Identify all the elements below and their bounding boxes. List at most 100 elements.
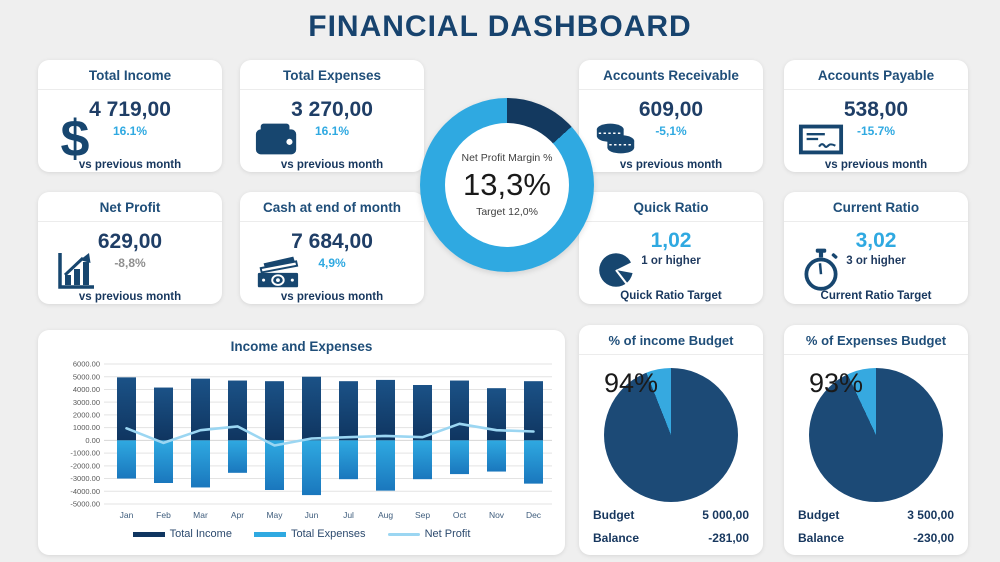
row-label: Balance [593, 531, 640, 545]
svg-text:-4000.00: -4000.00 [70, 487, 100, 496]
kpi-caption: vs previous month [280, 159, 384, 171]
legend-item: Net Profit [387, 528, 471, 540]
svg-text:Apr: Apr [231, 510, 244, 520]
card-title: Accounts Receivable [579, 60, 763, 90]
kpi-caption: vs previous month [619, 159, 723, 171]
svg-text:Dec: Dec [526, 510, 542, 520]
legend-line-swatch [387, 532, 420, 536]
svg-text:3000.00: 3000.00 [73, 398, 100, 407]
ratio-caption: Quick Ratio Target [620, 290, 722, 302]
stopwatch-icon [797, 246, 845, 294]
svg-text:Jan: Jan [120, 510, 134, 520]
donut-center-label: 93% [809, 368, 864, 398]
budget-row: Budget 5 000,00 [593, 508, 749, 522]
dashboard-title: FINANCIAL DASHBOARD [308, 10, 692, 43]
card-accounts-payable: Accounts Payable 538,00 -15.7% vs previo… [784, 60, 968, 172]
svg-text:Jul: Jul [343, 510, 354, 520]
ratio-value: 1,02 [650, 229, 692, 252]
row-value: -230,00 [913, 531, 954, 545]
row-label: Budget [593, 508, 635, 522]
wallet-icon [253, 115, 301, 163]
income-budget-panel: % of income Budget 94% Budget 5 000,00 B… [579, 325, 763, 555]
row-label: Balance [798, 531, 845, 545]
svg-text:Jun: Jun [305, 510, 319, 520]
card-net-profit: Net Profit 629,00 -8,8% vs previous mont… [38, 192, 222, 304]
kpi-delta: 16.1% [112, 124, 148, 138]
svg-text:Feb: Feb [156, 510, 171, 520]
card-total-expenses: Total Expenses 3 270,00 16.1% vs previou… [240, 60, 424, 172]
card-title: Net Profit [38, 192, 222, 222]
income-expenses-panel: Income and Expenses 6000.00 5000.00 4000.0… [38, 330, 565, 555]
legend-bar-swatch [132, 531, 165, 537]
card-title: Total Income [38, 60, 222, 90]
kpi-value: 609,00 [638, 98, 704, 121]
row-value: -281,00 [708, 531, 749, 545]
svg-text:Nov: Nov [489, 510, 505, 520]
expenses-budget-panel: % of Expenses Budget 93% Budget 3 500,00… [784, 325, 968, 555]
kpi-delta: 16.1% [314, 124, 350, 138]
banknotes-icon [253, 247, 301, 295]
ratio-threshold: 1 or higher [641, 255, 701, 267]
kpi-delta: -8,8% [114, 256, 146, 270]
legend-item: Total Income [132, 528, 232, 540]
kpi-caption: vs previous month [78, 159, 182, 171]
kpi-value: 629,00 [97, 230, 163, 253]
kpi-caption: vs previous month [280, 291, 384, 303]
svg-text:-2000.00: -2000.00 [70, 461, 100, 470]
budget-row: Budget 3 500,00 [798, 508, 954, 522]
svg-text:-5000.00: -5000.00 [70, 500, 100, 509]
balance-row: Balance -230,00 [798, 531, 954, 545]
card-accounts-receivable: Accounts Receivable 609,00 -5,1% vs prev… [579, 60, 763, 172]
panel-title: % of Expenses Budget [784, 325, 968, 355]
row-label: Budget [798, 508, 840, 522]
coins-icon [592, 115, 640, 163]
ratio-caption: Current Ratio Target [820, 290, 932, 302]
card-title: Total Expenses [240, 60, 424, 90]
gauge-value: 13,3% [463, 167, 551, 202]
kpi-delta: -5,1% [655, 124, 687, 138]
cheque-icon [797, 115, 845, 163]
gauge-label: Net Profit Margin % [461, 152, 553, 164]
kpi-delta: -15.7% [856, 124, 896, 138]
legend-label: Total Expenses [290, 528, 366, 540]
expenses-budget-donut: 93% [809, 368, 943, 502]
card-title: Current Ratio [784, 192, 968, 222]
card-title: Quick Ratio [579, 192, 763, 222]
kpi-value: 4 719,00 [89, 98, 171, 121]
svg-text:4000.00: 4000.00 [73, 385, 100, 394]
donut-center-label: 94% [604, 368, 659, 398]
balance-row: Balance -281,00 [593, 531, 749, 545]
ratio-value: 3,02 [855, 229, 897, 252]
svg-text:Sep: Sep [415, 510, 430, 520]
svg-text:5000.00: 5000.00 [73, 372, 100, 381]
svg-text:1000.00: 1000.00 [73, 423, 100, 432]
income-expenses-svg: 6000.00 5000.00 4000.00 3000.00 2000.00 1000.… [70, 360, 552, 520]
svg-text:Mar: Mar [193, 510, 208, 520]
svg-text:2000.00: 2000.00 [73, 411, 100, 420]
legend-bar-swatch [253, 531, 286, 537]
legend-item: Total Expenses [253, 528, 366, 540]
legend-label: Total Income [169, 528, 232, 540]
svg-text:6000.00: 6000.00 [73, 360, 100, 369]
gauge-target: Target 12,0% [476, 206, 538, 218]
ratio-threshold: 3 or higher [846, 255, 906, 267]
card-cash-end-of-month: Cash at end of month 7 684,00 4,9% vs pr… [240, 192, 424, 304]
card-total-income: Total Income $ 4 719,00 16.1% vs previou… [38, 60, 222, 172]
svg-text:Oct: Oct [453, 510, 467, 520]
bar-chart-increase-icon [51, 247, 99, 295]
card-quick-ratio: Quick Ratio 1,02 1 or higher Quick Ratio… [579, 192, 763, 304]
kpi-caption: vs previous month [78, 291, 182, 303]
svg-text:May: May [266, 510, 283, 520]
income-budget-donut: 94% [604, 368, 738, 502]
dollar-icon: $ [60, 110, 90, 168]
row-value: 3 500,00 [907, 508, 954, 522]
kpi-value: 538,00 [843, 98, 909, 121]
kpi-caption: vs previous month [824, 159, 928, 171]
pie-chart-icon [592, 246, 640, 294]
svg-text:Aug: Aug [378, 510, 393, 520]
svg-text:0.00: 0.00 [85, 436, 100, 445]
row-value: 5 000,00 [702, 508, 749, 522]
legend-label: Net Profit [424, 528, 471, 540]
panel-title: % of income Budget [579, 325, 763, 355]
